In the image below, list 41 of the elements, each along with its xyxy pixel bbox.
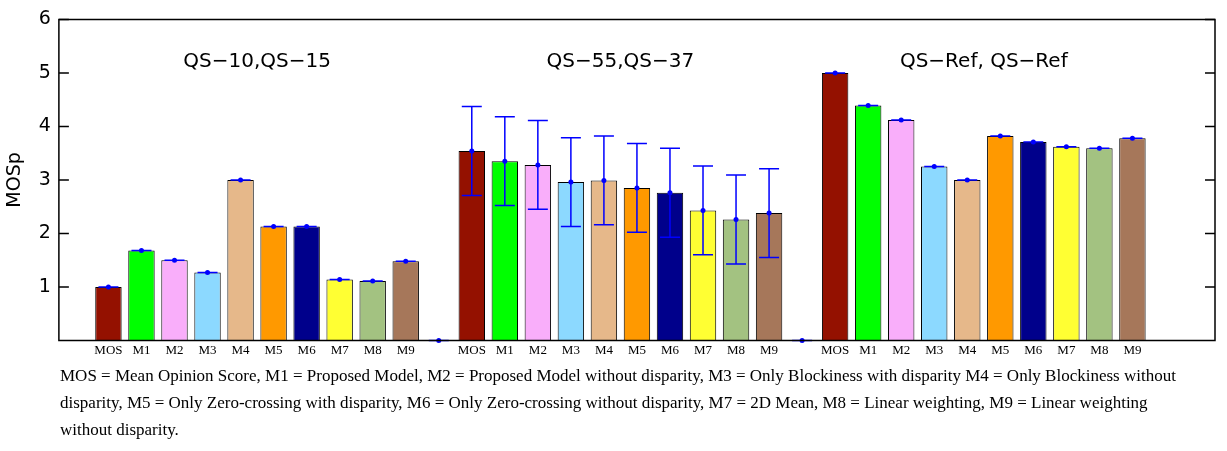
- x-tick-label: M1: [132, 341, 151, 357]
- x-tick-label: MOS: [821, 341, 850, 357]
- x-tick-label: M7: [1057, 341, 1076, 357]
- x-tick-label: M7: [330, 341, 350, 357]
- x-tick-label: M8: [727, 341, 746, 357]
- x-tick-label: M3: [561, 341, 580, 357]
- x-tick-label: M9: [760, 341, 779, 357]
- x-tick-label: M9: [1123, 341, 1142, 357]
- x-tick-label: M2: [165, 341, 184, 357]
- y-tick-label: 5: [38, 59, 51, 82]
- x-tick-label: M1: [495, 341, 514, 357]
- x-tick-label: MOS: [94, 341, 123, 357]
- x-tick-label: M4: [594, 341, 614, 357]
- x-tick-label: M9: [396, 341, 415, 357]
- y-axis-title: MOSp: [2, 152, 25, 208]
- annotation: QS−55,QS−37: [546, 47, 695, 72]
- x-tick-label: M3: [925, 341, 944, 357]
- annotation: QS−10,QS−15: [183, 47, 331, 72]
- x-tick-label: MOS: [457, 341, 486, 357]
- y-tick-label: 6: [38, 6, 51, 29]
- y-tick-label: 2: [38, 220, 51, 243]
- x-tick-label: M6: [1024, 341, 1043, 357]
- x-tick-label: M1: [859, 341, 878, 357]
- x-tick-label: M4: [958, 341, 977, 357]
- x-tick-label: M8: [363, 341, 382, 357]
- y-tick-label: 4: [38, 113, 51, 136]
- x-tick-label: M2: [528, 341, 547, 357]
- y-tick-label: 3: [38, 166, 51, 189]
- x-tick-label: M3: [198, 341, 217, 357]
- x-tick-label: M5: [991, 341, 1010, 357]
- x-tick-label: M8: [1090, 341, 1109, 357]
- annotation: QS−Ref, QS−Ref: [899, 47, 1069, 72]
- y-tick-label: 1: [38, 273, 51, 296]
- x-tick-label: M6: [297, 341, 317, 357]
- x-tick-label: M6: [660, 341, 680, 357]
- x-tick-label: M5: [627, 341, 646, 357]
- x-tick-label: M2: [892, 341, 911, 357]
- text: MOS = Mean Opinion Score, M1 = Proposed Model, M2 = Proposed Model without disparity, M3 = Only Blockiness with disparity M4 = Only Blockiness without disparity, M5 = Only Zero-crossing with disparity, M6 = Only Zero-crossing without disparity, M7 = 2D Mean, M8 = Linear weighting, M9 = Linear weighting without disparity.: [60, 365, 1177, 441]
- x-tick-label: M7: [693, 341, 713, 357]
- x-tick-label: M4: [231, 341, 251, 357]
- x-tick-label: M5: [264, 341, 283, 357]
